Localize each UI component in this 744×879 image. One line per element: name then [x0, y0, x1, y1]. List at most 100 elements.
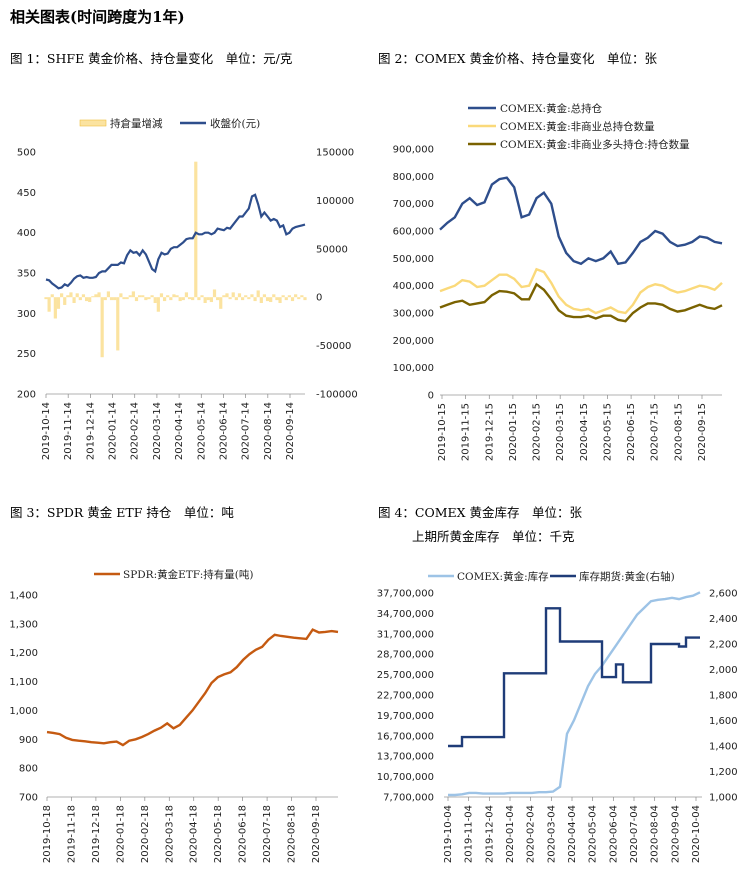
shfe-xtick-3: 2020-01-14	[108, 402, 119, 460]
shfe-chart: 持倉量增減 收盤价(元) 500 450 400 350 300 250 200 150000 10…	[17, 117, 358, 460]
shfe-xtick-5: 2020-03-14	[152, 402, 163, 460]
inventory-xtick-0: 2019-10-04	[443, 805, 454, 863]
oi-change-bar-34	[150, 295, 154, 298]
comex-xtick-10: 2020-08-15	[673, 403, 684, 461]
shfe-xtick-2: 2019-12-14	[85, 402, 96, 460]
oi-change-bar-63	[240, 297, 245, 301]
oi-change-bar-75	[278, 297, 282, 304]
comex-series-line-0	[439, 176, 723, 266]
spdr-tick-0: 1,400	[9, 591, 38, 602]
oi-change-bar-77	[284, 297, 288, 301]
inventory-left-tick-2: 31,700,000	[377, 629, 434, 640]
inventory-xtick-9: 2020-07-04	[629, 805, 640, 863]
comex-tick-2: 700,000	[393, 199, 434, 210]
oi-change-bar-71	[265, 297, 270, 302]
inventory-right-tick-3: 2,000	[709, 665, 738, 676]
inventory-xtick-10: 2020-08-04	[650, 805, 661, 863]
oi-change-bar-47	[191, 297, 195, 301]
oi-change-bar-55	[216, 297, 220, 301]
oi-change-bar-22	[113, 297, 117, 301]
spdr-tick-1: 1,300	[9, 619, 38, 630]
comex-inventory-line	[448, 591, 701, 797]
shfe-xtick-11: 2020-09-14	[285, 402, 296, 460]
spdr-chart: SPDR:黄金ETF:持有量(吨) 1,400 1,300 1,200 1,100 1,0…	[9, 568, 339, 863]
shfe-left-tick-6: 200	[17, 390, 36, 401]
oi-change-bar-60	[231, 292, 235, 298]
shfe-right-tick-2: 50000	[316, 244, 348, 255]
oi-change-bar-69	[259, 297, 263, 304]
oi-change-bar-36	[156, 297, 160, 312]
oi-change-bar-3	[53, 297, 57, 319]
oi-change-bar-83	[303, 297, 307, 301]
oi-change-bar-67	[253, 297, 257, 302]
spdr-xtick-5: 2020-03-18	[164, 805, 175, 863]
comex-xtick-5: 2020-03-15	[555, 403, 566, 461]
oi-change-bar-59	[228, 297, 232, 300]
inventory-left-tick-5: 22,700,000	[377, 691, 434, 702]
oi-change-bar-65	[247, 297, 251, 300]
oi-change-bar-4	[56, 297, 61, 309]
figure-4-title-line1: 图 4：COMEX 黄金库存 单位：张	[378, 505, 583, 520]
inventory-right-tick-4: 1,800	[709, 691, 738, 702]
shfe-right-tick-4: -50000	[316, 341, 351, 352]
oi-change-bar-24	[119, 293, 123, 298]
legend-shfe-inventory-label: 库存期货:黄金(右轴)	[579, 570, 675, 583]
oi-change-bar-61	[234, 297, 238, 301]
shfe-xtick-8: 2020-06-14	[218, 402, 229, 460]
oi-change-bar-56	[219, 297, 223, 309]
oi-change-bar-30	[138, 295, 142, 298]
legend-comex-total-label: COMEX:黄金:总持仓	[500, 102, 603, 115]
oi-change-bar-6	[63, 297, 67, 305]
inventory-right-tick-1: 2,400	[709, 614, 738, 625]
shfe-xtick-4: 2020-02-14	[130, 402, 141, 460]
shfe-right-tick-3: 0	[316, 293, 322, 304]
oi-change-bar-8	[69, 292, 73, 298]
oi-change-bar-74	[275, 297, 279, 301]
oi-change-bar-46	[187, 297, 192, 300]
spdr-tick-5: 900	[19, 735, 38, 746]
oi-change-bar-25	[122, 297, 126, 300]
comex-tick-4: 500,000	[393, 254, 434, 265]
oi-change-bar-62	[237, 293, 242, 298]
oi-change-bar-5	[60, 293, 64, 298]
legend-label-close: 收盤价(元)	[210, 117, 260, 130]
comex-position-chart: COMEX:黄金:总持仓 COMEX:黄金:非商业总持仓数量 COMEX:黄金:非商…	[393, 102, 723, 461]
oi-change-bar-79	[290, 297, 295, 302]
comex-tick-7: 200,000	[393, 336, 434, 347]
oi-change-bar-35	[153, 297, 157, 304]
spdr-xtick-6: 2020-04-18	[189, 805, 200, 863]
comex-tick-5: 400,000	[393, 281, 434, 292]
oi-change-bar-11	[78, 297, 82, 301]
oi-change-bar-72	[269, 297, 273, 303]
spdr-tick-4: 1,000	[9, 706, 38, 717]
oi-change-bar-14	[88, 297, 92, 303]
inventory-left-tick-6: 19,700,000	[377, 711, 434, 722]
oi-change-bar-27	[128, 295, 132, 298]
shfe-right-tick-0: 150000	[316, 148, 354, 159]
inventory-xtick-7: 2020-05-04	[588, 805, 599, 863]
inventory-xtick-2: 2019-12-04	[484, 805, 495, 863]
inventory-xtick-5: 2020-03-04	[546, 805, 557, 863]
comex-series-line-2	[439, 282, 723, 323]
legend-comex-inventory-label: COMEX:黄金:库存	[457, 570, 549, 583]
inventory-left-tick-8: 13,700,000	[377, 752, 434, 763]
oi-change-bar-18	[100, 297, 104, 358]
oi-change-bar-10	[75, 293, 79, 298]
spdr-tick-3: 1,100	[9, 677, 38, 688]
oi-change-bar-48	[194, 161, 198, 298]
inventory-xtick-8: 2020-06-04	[608, 805, 619, 863]
legend-label-oi-change: 持倉量增減	[110, 117, 163, 130]
oi-change-bar-13	[84, 297, 89, 302]
oi-change-bar-82	[300, 295, 304, 298]
spdr-tick-7: 700	[19, 793, 38, 804]
oi-change-bar-42	[175, 295, 179, 298]
close-price-line	[45, 193, 306, 290]
comex-tick-8: 100,000	[393, 363, 434, 374]
inventory-left-tick-4: 25,700,000	[377, 670, 434, 681]
inventory-right-tick-8: 1,000	[709, 793, 738, 804]
oi-change-bar-50	[200, 295, 204, 298]
oi-change-bar-78	[287, 295, 291, 298]
legend-comex-noncomm-long-label: COMEX:黄金:非商业多头持仓:持仓数量	[500, 138, 690, 151]
inventory-right-tick-0: 2,600	[709, 589, 738, 600]
comex-tick-3: 600,000	[393, 227, 434, 238]
